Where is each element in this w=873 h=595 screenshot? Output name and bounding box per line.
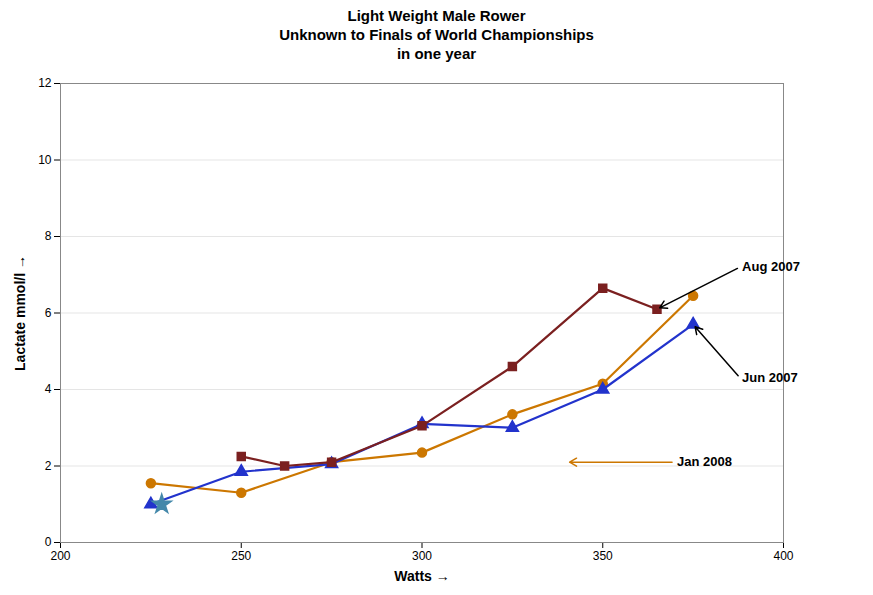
svg-text:Watts →: Watts →	[394, 568, 449, 584]
svg-text:200: 200	[50, 549, 70, 563]
svg-text:Aug 2007: Aug 2007	[742, 259, 800, 274]
svg-text:Jun 2007: Jun 2007	[742, 370, 798, 385]
svg-text:0: 0	[45, 535, 52, 549]
svg-text:12: 12	[38, 76, 52, 90]
svg-text:4: 4	[45, 382, 52, 396]
svg-text:10: 10	[38, 153, 52, 167]
svg-text:2: 2	[45, 459, 52, 473]
svg-text:350: 350	[593, 549, 613, 563]
html-text:Light Weight Male Rower Unknow: Light Weight Male Rower Unknown to Final…	[279, 7, 594, 62]
svg-text:300: 300	[412, 549, 432, 563]
svg-text:6: 6	[45, 306, 52, 320]
svg-text:Jan 2008: Jan 2008	[677, 454, 732, 469]
svg-text:Lactate mmol/l →: Lactate mmol/l →	[12, 255, 28, 371]
svg-text:8: 8	[45, 229, 52, 243]
svg-text:400: 400	[773, 549, 793, 563]
svg-text:250: 250	[231, 549, 251, 563]
